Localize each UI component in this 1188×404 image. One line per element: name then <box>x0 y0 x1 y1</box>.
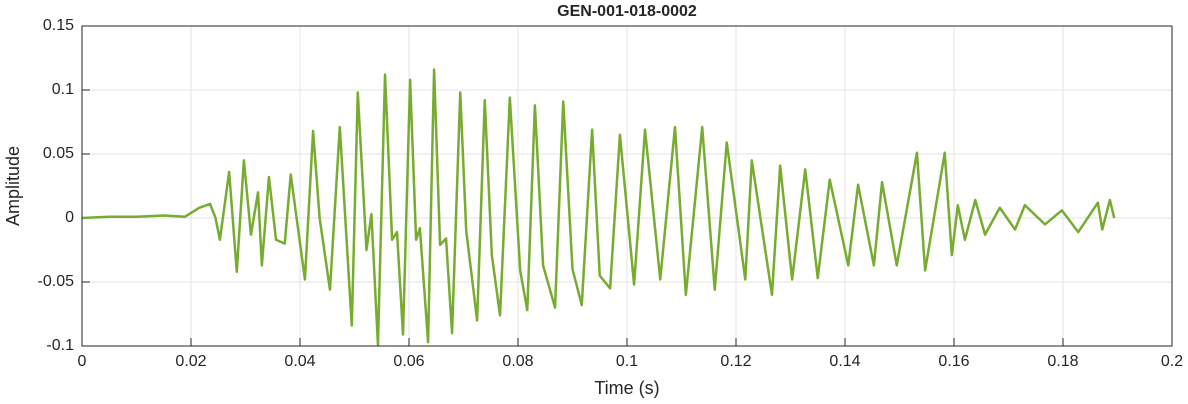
y-tick-label: 0.1 <box>52 81 74 98</box>
x-tick-label: 0.12 <box>720 353 751 370</box>
x-tick-label: 0.06 <box>393 353 424 370</box>
x-tick-label: 0.1 <box>616 353 638 370</box>
x-tick-label: 0 <box>78 353 87 370</box>
x-tick-label: 0.2 <box>1161 353 1183 370</box>
y-axis-label: Amplitude <box>3 146 23 226</box>
y-tick-label: 0.05 <box>43 145 74 162</box>
y-tick-label: 0 <box>65 209 74 226</box>
chart-title: GEN-001-018-0002 <box>557 3 697 20</box>
x-tick-label: 0.04 <box>284 353 315 370</box>
y-tick-label: 0.15 <box>43 17 74 34</box>
x-tick-label: 0.02 <box>175 353 206 370</box>
x-tick-label: 0.08 <box>502 353 533 370</box>
x-tick-label: 0.18 <box>1047 353 1078 370</box>
y-tick-label: -0.05 <box>38 273 75 290</box>
y-tick-label: -0.1 <box>46 337 74 354</box>
line-series <box>81 68 1116 346</box>
x-axis-label: Time (s) <box>594 378 659 398</box>
axes-box <box>81 25 1173 347</box>
x-tick-label: 0.16 <box>938 353 969 370</box>
x-tick-label: 0.14 <box>829 353 860 370</box>
